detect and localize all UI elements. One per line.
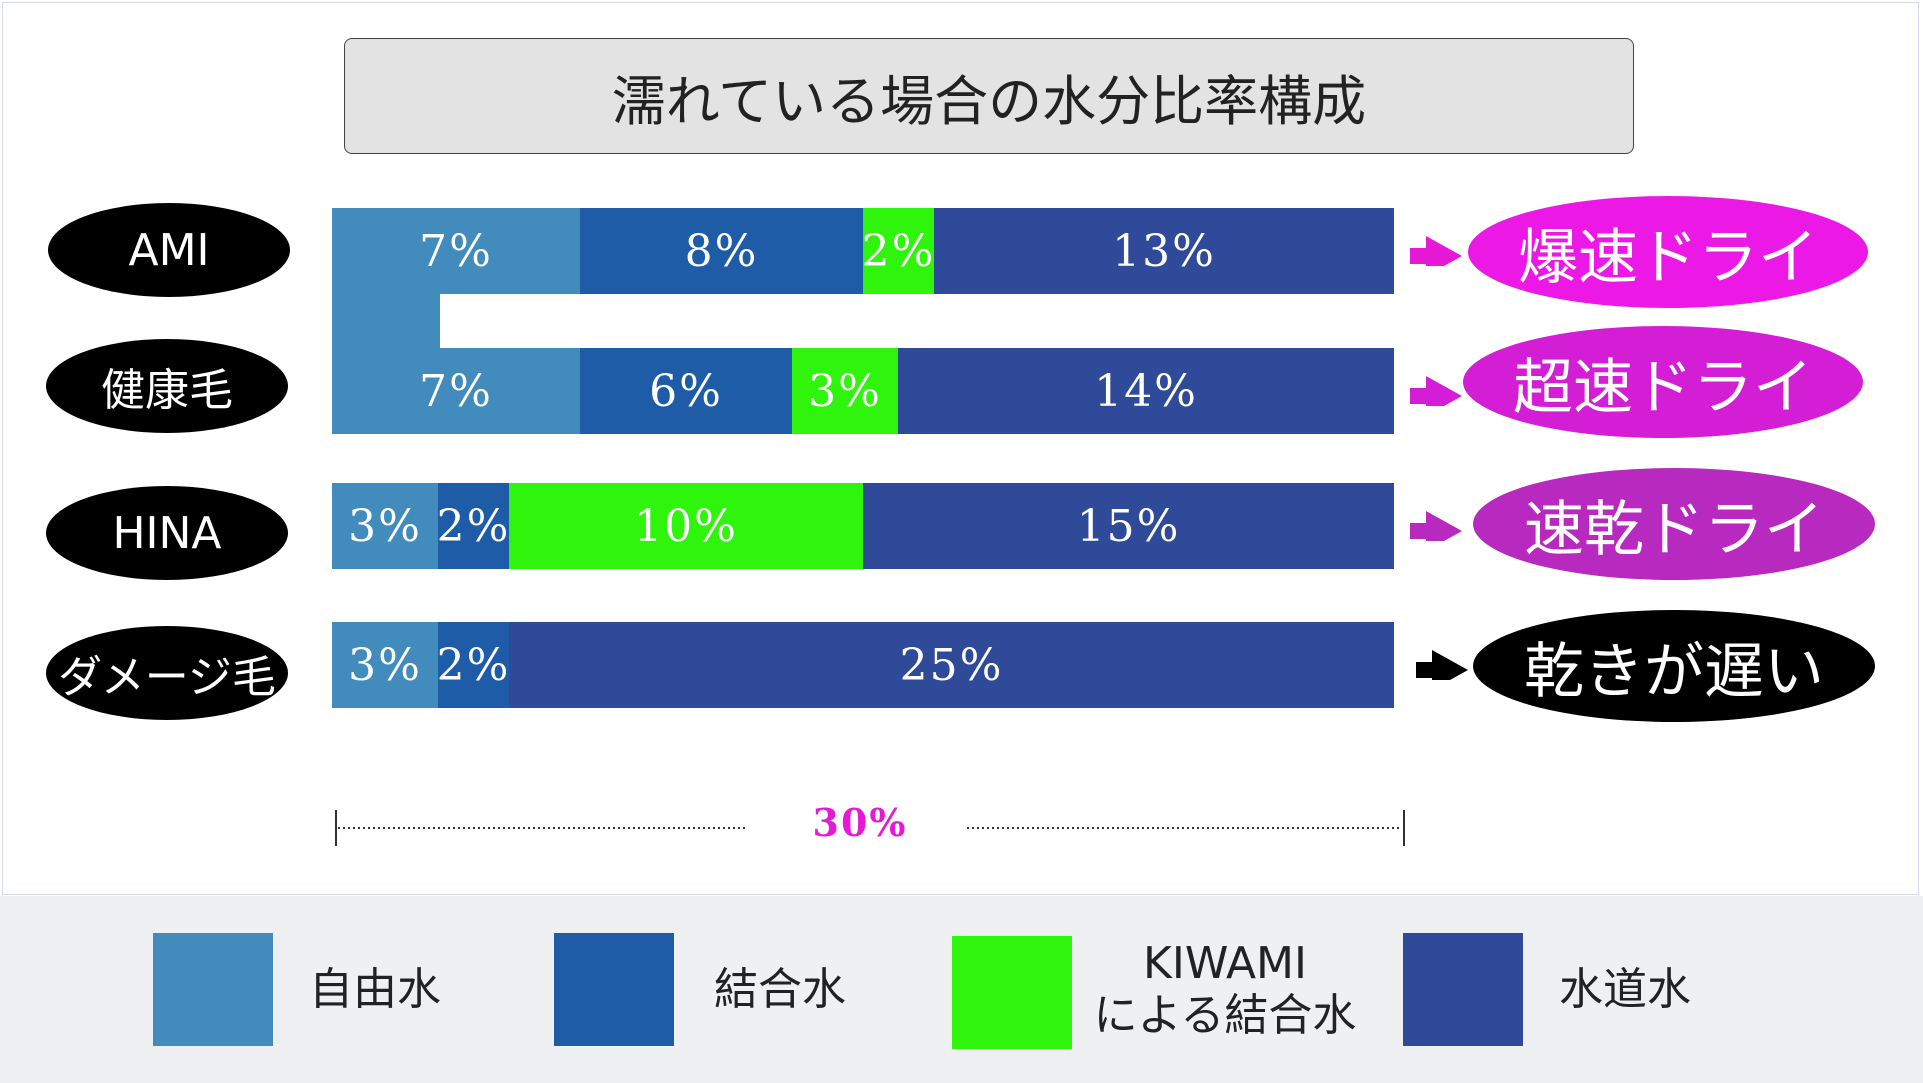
outcome-badge-ami: 爆速ドライ [1468,196,1868,308]
legend-swatch-free-water [153,933,273,1046]
free-water-connector [332,294,440,348]
legend-label-free-water: 自由水 [309,964,441,1015]
legend-label-tap-water: 水道水 [1559,964,1691,1015]
bar-segment-hina-kiwami-water: 10% [509,483,863,569]
bar-segment-ami-free-water: 7% [332,208,580,294]
bar-segment-damaged-hair-tap-water: 25% [509,622,1394,708]
bar-segment-hina-free-water: 3% [332,483,438,569]
scale-bracket [335,810,1405,846]
bar-segment-damaged-hair-free-water: 3% [332,622,438,708]
legend-label-kiwami: KIWAMI による結合水 [1090,938,1360,1042]
arrow-icon-hina [1410,511,1462,541]
bar-segment-damaged-hair-bound-water: 2% [437,622,509,708]
bar-segment-hina-bound-water: 2% [437,483,509,569]
scale-total-label: 30% [812,800,908,845]
outcome-badge-damaged-hair: 乾きが遅い [1473,610,1875,722]
category-label-damaged-hair: ダメージ毛 [46,626,288,720]
category-label-hina: HINA [46,486,288,580]
arrow-icon-damaged-hair [1416,650,1468,680]
chart-title: 濡れている場合の水分比率構成 [344,38,1634,154]
bar-segment-ami-kiwami-water: 2% [862,208,934,294]
bar-segment-healthy-hair-tap-water: 14% [898,348,1394,434]
bar-segment-ami-tap-water: 13% [934,208,1394,294]
legend-swatch-tap-water [1403,933,1523,1046]
category-label-ami: AMI [48,203,290,297]
arrow-icon-ami [1410,236,1462,266]
category-label-healthy-hair: 健康毛 [46,339,288,433]
outcome-badge-hina: 速乾ドライ [1473,468,1875,580]
legend-label-kiwami-line2: による結合水 [1093,990,1357,1041]
bar-segment-healthy-hair-kiwami-water: 3% [792,348,898,434]
legend: 自由水 結合水 KIWAMI による結合水 水道水 [0,896,1923,1083]
bar-segment-hina-tap-water: 15% [863,483,1394,569]
legend-label-bound-water: 結合水 [714,964,846,1015]
bar-segment-healthy-hair-bound-water: 6% [580,348,792,434]
legend-swatch-kiwami-water [952,936,1072,1049]
bar-segment-healthy-hair-free-water: 7% [332,348,580,434]
legend-label-kiwami-line1: KIWAMI [1143,938,1307,989]
legend-swatch-bound-water [554,933,674,1046]
arrow-icon-healthy-hair [1410,376,1462,406]
bar-segment-ami-bound-water: 8% [580,208,863,294]
outcome-badge-healthy-hair: 超速ドライ [1463,326,1863,438]
